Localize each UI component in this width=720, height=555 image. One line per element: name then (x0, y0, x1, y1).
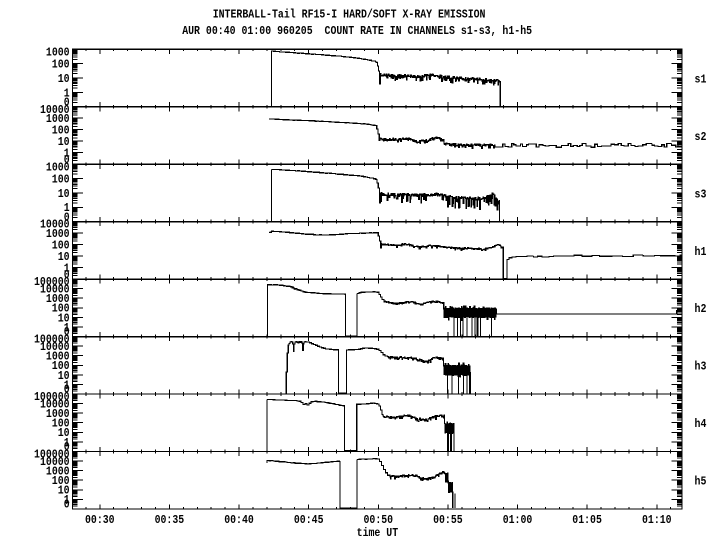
svg-text:100000: 100000 (34, 390, 70, 404)
svg-text:100: 100 (52, 417, 70, 431)
svg-text:1000: 1000 (46, 407, 70, 421)
svg-text:10000: 10000 (40, 398, 70, 412)
svg-text:1: 1 (64, 262, 70, 276)
svg-text:0: 0 (64, 210, 70, 224)
svg-text:00:30: 00:30 (85, 513, 115, 527)
svg-text:1: 1 (64, 86, 70, 100)
svg-text:1: 1 (64, 321, 70, 335)
svg-text:1: 1 (64, 436, 70, 450)
svg-text:10: 10 (58, 135, 70, 149)
svg-text:10: 10 (58, 311, 70, 325)
svg-text:h2: h2 (695, 302, 707, 316)
svg-text:100: 100 (52, 359, 70, 373)
svg-text:10: 10 (58, 187, 70, 201)
svg-text:100: 100 (52, 58, 70, 72)
svg-text:1000: 1000 (46, 112, 70, 126)
svg-text:0: 0 (64, 498, 70, 512)
svg-text:1000: 1000 (46, 465, 70, 479)
svg-text:100: 100 (52, 239, 70, 253)
svg-text:1000: 1000 (46, 292, 70, 306)
svg-text:00:50: 00:50 (364, 513, 394, 527)
svg-text:10: 10 (58, 484, 70, 498)
svg-text:01:00: 01:00 (503, 513, 533, 527)
svg-text:1000: 1000 (46, 45, 70, 59)
svg-text:10000: 10000 (40, 283, 70, 297)
svg-text:100000: 100000 (34, 448, 70, 462)
svg-text:s3: s3 (695, 187, 707, 201)
svg-text:10: 10 (58, 250, 70, 264)
svg-text:100: 100 (52, 302, 70, 316)
svg-text:10000: 10000 (40, 103, 70, 117)
svg-text:100000: 100000 (34, 275, 70, 289)
svg-text:1: 1 (64, 378, 70, 392)
svg-text:INTERBALL-Tail RF15-I HARD/SOF: INTERBALL-Tail RF15-I HARD/SOFT X-RAY EM… (213, 7, 486, 21)
svg-text:10: 10 (58, 369, 70, 383)
svg-text:10: 10 (58, 426, 70, 440)
svg-text:1: 1 (64, 147, 70, 161)
svg-text:0: 0 (64, 440, 70, 454)
svg-text:0: 0 (64, 325, 70, 339)
svg-text:AUR 00:40 01:00 960205 COUNT: AUR 00:40 01:00 960205 COUNT RATE IN CHA… (182, 24, 532, 38)
svg-text:01:05: 01:05 (572, 513, 602, 527)
svg-text:time UT: time UT (357, 526, 399, 540)
svg-text:1000: 1000 (46, 227, 70, 241)
svg-text:00:35: 00:35 (155, 513, 185, 527)
svg-text:0: 0 (64, 268, 70, 282)
svg-text:10: 10 (58, 72, 70, 86)
svg-text:s1: s1 (695, 72, 707, 86)
svg-text:h4: h4 (695, 417, 707, 431)
svg-text:h3: h3 (695, 360, 707, 374)
svg-text:100000: 100000 (34, 333, 70, 347)
svg-text:1: 1 (64, 201, 70, 215)
svg-text:10000: 10000 (40, 455, 70, 469)
svg-text:100: 100 (52, 474, 70, 488)
svg-text:10000: 10000 (40, 218, 70, 232)
svg-text:1000: 1000 (46, 160, 70, 174)
svg-text:00:45: 00:45 (294, 513, 324, 527)
svg-text:s2: s2 (695, 130, 707, 144)
svg-text:1000: 1000 (46, 350, 70, 364)
svg-text:0: 0 (64, 383, 70, 397)
svg-text:100: 100 (52, 173, 70, 187)
svg-text:0: 0 (64, 96, 70, 110)
svg-text:h1: h1 (695, 245, 707, 259)
svg-text:1: 1 (64, 493, 70, 507)
svg-text:h5: h5 (695, 475, 707, 489)
svg-text:0: 0 (64, 153, 70, 167)
svg-text:01:10: 01:10 (642, 513, 672, 527)
svg-text:00:40: 00:40 (224, 513, 254, 527)
svg-text:00:55: 00:55 (433, 513, 463, 527)
svg-text:100: 100 (52, 124, 70, 138)
svg-text:10000: 10000 (40, 340, 70, 354)
